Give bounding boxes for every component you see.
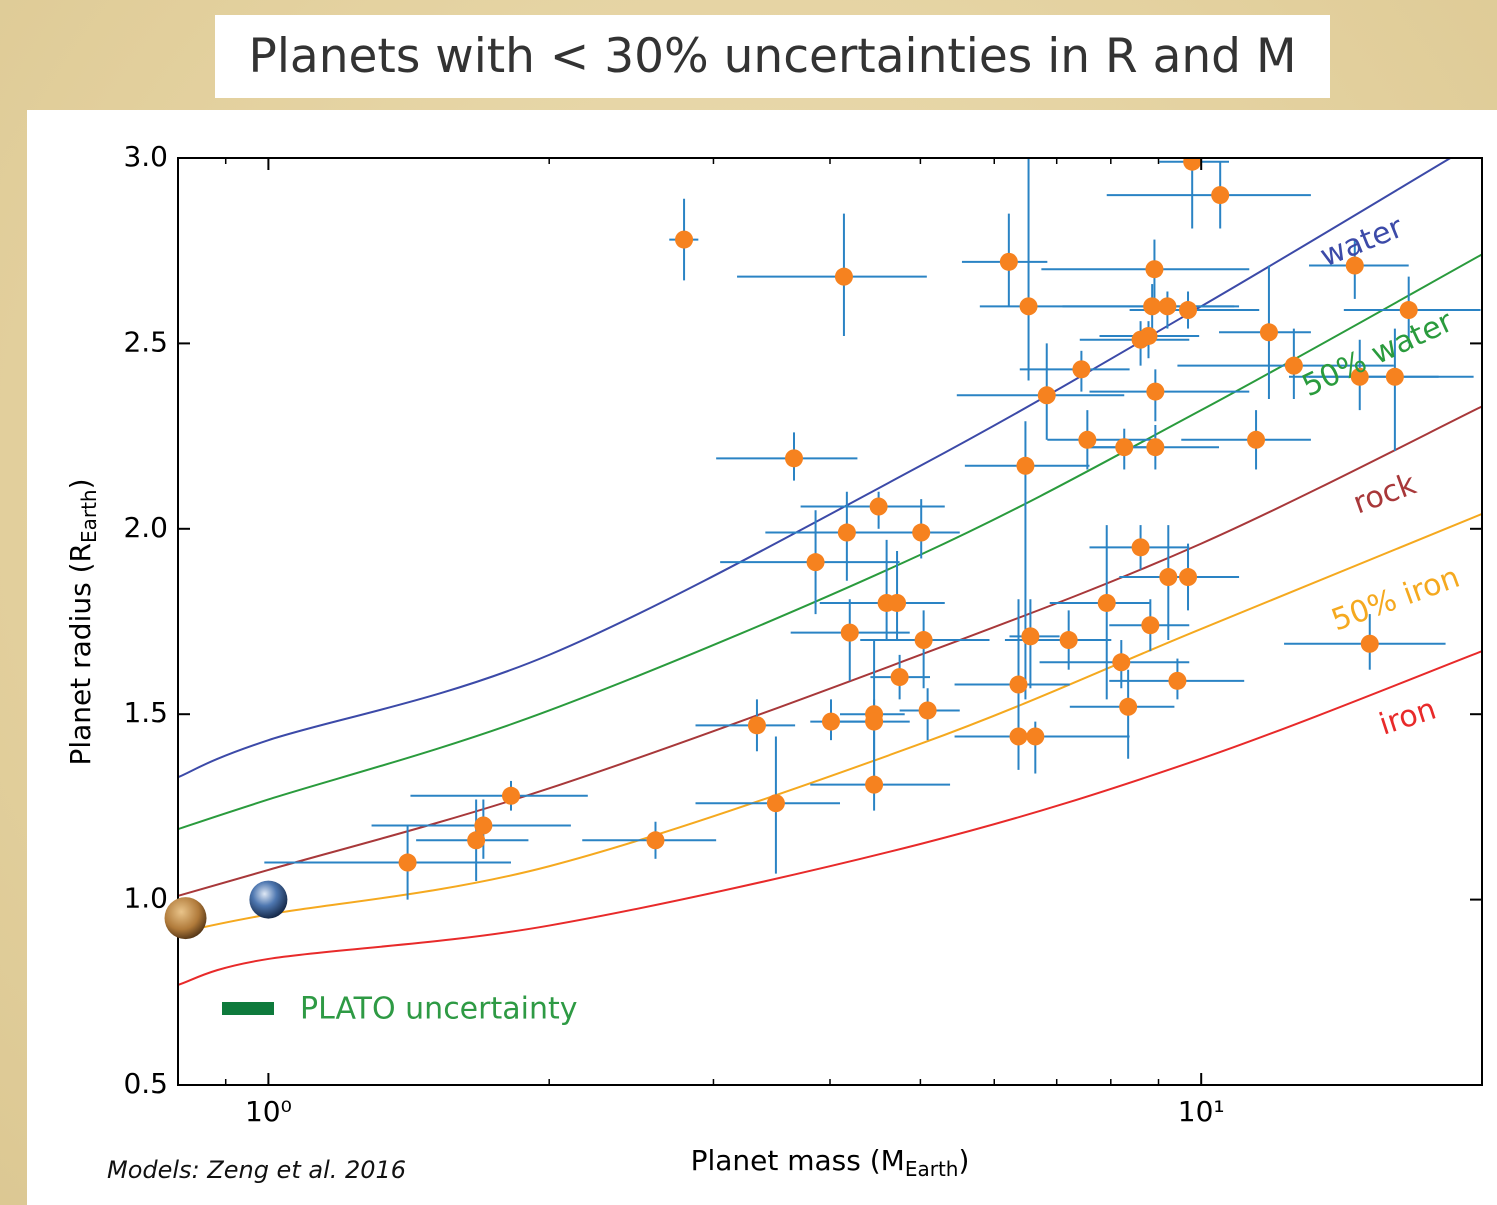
planet-marker <box>1016 457 1034 475</box>
venus-image <box>165 897 207 939</box>
planet-marker <box>1168 672 1186 690</box>
planet-marker <box>1115 438 1133 456</box>
y-axis-label: Planet radius (REarth) <box>64 478 101 765</box>
planet-marker <box>785 449 803 467</box>
planet-marker <box>748 716 766 734</box>
planet <box>1181 410 1311 469</box>
planet-marker <box>675 231 693 249</box>
x-axis-label-part: Planet mass (M <box>691 1144 905 1177</box>
x-axis-label: Planet mass (MEarth) <box>691 1144 970 1181</box>
model-curve <box>178 406 1482 895</box>
planet-marker <box>1158 297 1176 315</box>
planet-marker <box>891 668 909 686</box>
planet-marker <box>1179 568 1197 586</box>
model-label: 50% water <box>1297 304 1459 404</box>
y-axis-label-part: ) <box>64 478 97 489</box>
planet-marker <box>1119 698 1137 716</box>
model-label: rock <box>1349 466 1422 521</box>
planet-marker <box>1146 383 1164 401</box>
planet-marker <box>1072 360 1090 378</box>
y-tick-label: 3.0 <box>123 140 168 173</box>
planet-marker <box>767 794 785 812</box>
planet-marker <box>1112 653 1130 671</box>
planet-marker <box>1183 153 1201 171</box>
y-tick-label: 1.5 <box>123 696 168 729</box>
planet-marker <box>919 701 937 719</box>
planet <box>372 799 571 858</box>
earth-image <box>249 881 287 919</box>
planet-marker <box>1159 568 1177 586</box>
planet-marker <box>1247 431 1265 449</box>
planet-marker <box>1132 331 1150 349</box>
plot-frame <box>178 158 1482 1085</box>
planet-marker <box>1060 631 1078 649</box>
planet-marker <box>399 854 417 872</box>
plot-area <box>178 151 1482 985</box>
model-label: 50% iron <box>1327 560 1465 639</box>
planet <box>1005 610 1111 669</box>
x-tick-label: 10⁰ <box>245 1095 292 1128</box>
planet <box>737 214 927 336</box>
planet-marker <box>1179 301 1197 319</box>
planet-marker <box>1098 594 1116 612</box>
planet-marker <box>1078 431 1096 449</box>
planet-marker <box>1145 260 1163 278</box>
planet-marker <box>865 713 883 731</box>
planet-marker <box>838 524 856 542</box>
planet <box>810 699 870 740</box>
planet-marker <box>1386 368 1404 386</box>
planet-marker <box>1038 386 1056 404</box>
y-tick-label: 2.0 <box>123 511 168 544</box>
planet-marker <box>1021 627 1039 645</box>
planet-marker <box>1026 727 1044 745</box>
planet <box>980 722 1130 774</box>
y-tick-label: 1.0 <box>123 882 168 915</box>
planet <box>1047 410 1159 469</box>
legend-label: PLATO uncertainty <box>300 992 578 1027</box>
chart: 0.51.01.52.02.53.010⁰10¹ water50% waterr… <box>0 0 1497 1205</box>
model-curve <box>178 254 1482 829</box>
planet-marker <box>1009 676 1027 694</box>
planet-marker <box>915 631 933 649</box>
planet-marker <box>888 594 906 612</box>
planet <box>820 540 927 640</box>
model-label: iron <box>1375 692 1440 743</box>
axes: 0.5 1.0 1.5 2.0 2.5 3.0 10⁰ 10¹ <box>123 140 1482 1128</box>
planet-marker <box>807 553 825 571</box>
planet-marker <box>1260 323 1278 341</box>
page: Planets with < 30% uncertainties in R an… <box>0 0 1497 1205</box>
planet-marker <box>1211 186 1229 204</box>
legend-swatch <box>222 1002 274 1015</box>
y-tick-label: 0.5 <box>123 1067 168 1100</box>
planet-marker <box>835 268 853 286</box>
footnote: Models: Zeng et al. 2016 <box>107 1156 406 1184</box>
x-axis-label-part: ) <box>958 1144 969 1177</box>
planet-marker <box>822 713 840 731</box>
x-axis-label-subscript: Earth <box>905 1157 959 1181</box>
model-curve <box>178 158 1450 777</box>
planet-marker <box>1020 297 1038 315</box>
x-tick-label: 10¹ <box>1178 1095 1225 1128</box>
planet-marker <box>841 624 859 642</box>
planet <box>1041 240 1249 299</box>
planet-marker <box>646 831 664 849</box>
y-axis-label-part: Planet radius (R <box>64 543 97 766</box>
planet <box>1107 162 1311 229</box>
planet-marker <box>870 498 888 516</box>
planet-marker <box>912 524 930 542</box>
planet-marker <box>1146 438 1164 456</box>
planet-marker <box>502 787 520 805</box>
planet-marker <box>1361 635 1379 653</box>
planet-marker <box>467 831 485 849</box>
y-axis-label-subscript: Earth <box>77 489 101 543</box>
planet-marker <box>865 776 883 794</box>
y-tick-label: 2.5 <box>123 325 168 358</box>
planet <box>980 151 1100 381</box>
planet-marker <box>1141 616 1159 634</box>
model-curve <box>178 651 1482 985</box>
planet-marker <box>1009 727 1027 745</box>
planet-marker <box>1132 538 1150 556</box>
planet-marker <box>1000 253 1018 271</box>
